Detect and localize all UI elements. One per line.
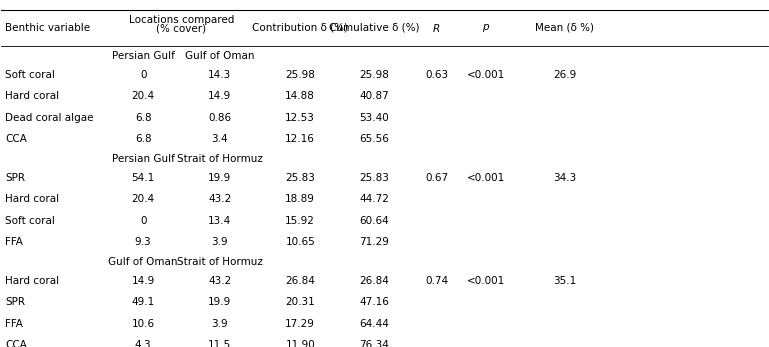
Text: Persian Gulf: Persian Gulf xyxy=(112,153,175,163)
Text: 43.2: 43.2 xyxy=(208,194,231,204)
Text: 26.84: 26.84 xyxy=(285,276,315,286)
Text: <0.001: <0.001 xyxy=(467,70,504,80)
Text: 12.53: 12.53 xyxy=(285,113,315,122)
Text: 14.9: 14.9 xyxy=(131,276,155,286)
Text: $p$: $p$ xyxy=(481,22,490,34)
Text: Cumulative δ (%): Cumulative δ (%) xyxy=(329,23,420,33)
Text: SPR: SPR xyxy=(5,297,25,307)
Text: 14.3: 14.3 xyxy=(208,70,231,80)
Text: 20.31: 20.31 xyxy=(285,297,315,307)
Text: 19.9: 19.9 xyxy=(208,173,231,183)
Text: 13.4: 13.4 xyxy=(208,215,231,226)
Text: Strait of Hormuz: Strait of Hormuz xyxy=(177,256,263,266)
Text: 11.5: 11.5 xyxy=(208,340,231,347)
Text: 26.9: 26.9 xyxy=(553,70,576,80)
Text: 20.4: 20.4 xyxy=(131,194,155,204)
Text: Soft coral: Soft coral xyxy=(5,70,55,80)
Text: 18.89: 18.89 xyxy=(285,194,315,204)
Text: 12.16: 12.16 xyxy=(285,134,315,144)
Text: 54.1: 54.1 xyxy=(131,173,155,183)
Text: 25.83: 25.83 xyxy=(285,173,315,183)
Text: 35.1: 35.1 xyxy=(553,276,576,286)
Text: 0: 0 xyxy=(140,70,146,80)
Text: CCA: CCA xyxy=(5,340,27,347)
Text: 9.3: 9.3 xyxy=(135,237,151,247)
Text: 0.86: 0.86 xyxy=(208,113,231,122)
Text: 0.63: 0.63 xyxy=(425,70,448,80)
Text: 6.8: 6.8 xyxy=(135,134,151,144)
Text: 25.83: 25.83 xyxy=(360,173,389,183)
Text: 43.2: 43.2 xyxy=(208,276,231,286)
Text: FFA: FFA xyxy=(5,237,23,247)
Text: Hard coral: Hard coral xyxy=(5,194,59,204)
Text: 25.98: 25.98 xyxy=(360,70,389,80)
Text: 4.3: 4.3 xyxy=(135,340,151,347)
Text: 11.90: 11.90 xyxy=(285,340,315,347)
Text: 0.74: 0.74 xyxy=(425,276,448,286)
Text: 3.9: 3.9 xyxy=(211,237,228,247)
Text: 40.87: 40.87 xyxy=(360,91,389,101)
Text: 64.44: 64.44 xyxy=(360,319,389,329)
Text: Dead coral algae: Dead coral algae xyxy=(5,113,94,122)
Text: Soft coral: Soft coral xyxy=(5,215,55,226)
Text: Locations compared: Locations compared xyxy=(128,15,234,25)
Text: 10.6: 10.6 xyxy=(131,319,155,329)
Text: 34.3: 34.3 xyxy=(553,173,576,183)
Text: 47.16: 47.16 xyxy=(360,297,389,307)
Text: Gulf of Oman: Gulf of Oman xyxy=(185,51,255,60)
Text: 20.4: 20.4 xyxy=(131,91,155,101)
Text: 26.84: 26.84 xyxy=(360,276,389,286)
Text: 6.8: 6.8 xyxy=(135,113,151,122)
Text: $R$: $R$ xyxy=(432,22,441,34)
Text: Strait of Hormuz: Strait of Hormuz xyxy=(177,153,263,163)
Text: 3.9: 3.9 xyxy=(211,319,228,329)
Text: Contribution δ (%): Contribution δ (%) xyxy=(252,23,348,33)
Text: (% cover): (% cover) xyxy=(156,24,207,34)
Text: 17.29: 17.29 xyxy=(285,319,315,329)
Text: 71.29: 71.29 xyxy=(360,237,389,247)
Text: 49.1: 49.1 xyxy=(131,297,155,307)
Text: FFA: FFA xyxy=(5,319,23,329)
Text: Benthic variable: Benthic variable xyxy=(5,23,90,33)
Text: Mean (δ %): Mean (δ %) xyxy=(535,23,594,33)
Text: 0: 0 xyxy=(140,215,146,226)
Text: 3.4: 3.4 xyxy=(211,134,228,144)
Text: SPR: SPR xyxy=(5,173,25,183)
Text: 15.92: 15.92 xyxy=(285,215,315,226)
Text: 14.88: 14.88 xyxy=(285,91,315,101)
Text: 76.34: 76.34 xyxy=(360,340,389,347)
Text: CCA: CCA xyxy=(5,134,27,144)
Text: Hard coral: Hard coral xyxy=(5,276,59,286)
Text: 44.72: 44.72 xyxy=(360,194,389,204)
Text: 25.98: 25.98 xyxy=(285,70,315,80)
Text: 14.9: 14.9 xyxy=(208,91,231,101)
Text: 19.9: 19.9 xyxy=(208,297,231,307)
Text: <0.001: <0.001 xyxy=(467,276,504,286)
Text: 10.65: 10.65 xyxy=(285,237,315,247)
Text: Gulf of Oman: Gulf of Oman xyxy=(108,256,178,266)
Text: Hard coral: Hard coral xyxy=(5,91,59,101)
Text: 53.40: 53.40 xyxy=(360,113,389,122)
Text: 65.56: 65.56 xyxy=(360,134,389,144)
Text: 60.64: 60.64 xyxy=(360,215,389,226)
Text: 0.67: 0.67 xyxy=(425,173,448,183)
Text: Persian Gulf: Persian Gulf xyxy=(112,51,175,60)
Text: <0.001: <0.001 xyxy=(467,173,504,183)
